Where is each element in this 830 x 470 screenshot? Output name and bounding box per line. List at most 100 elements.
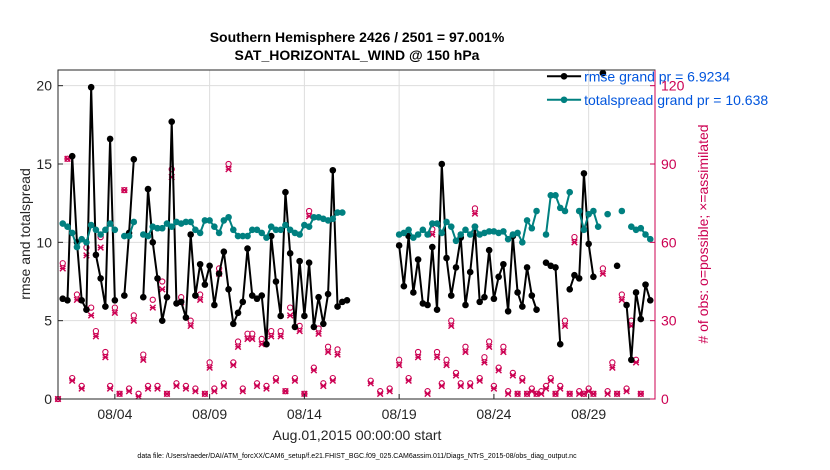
obs-assimilated-marker (192, 387, 199, 395)
obs-assimilated-marker (509, 372, 517, 379)
obs-assimilated-marker (310, 366, 318, 374)
rmse-point (329, 166, 337, 174)
y-right-tick-label: 60 (661, 234, 677, 250)
rmse-point (144, 185, 152, 193)
obs-assimilated-marker (618, 296, 626, 304)
rmse-point (514, 289, 521, 296)
obs-assimilated-marker (485, 343, 493, 351)
totalspread-point (585, 210, 592, 218)
x-tick-label: 08/19 (382, 406, 417, 422)
rmse-point (102, 303, 109, 310)
totalspread-point (575, 207, 583, 215)
obs-assimilated-marker (395, 361, 403, 369)
obs-assimilated-marker (561, 322, 569, 330)
totalspread-point (310, 213, 318, 221)
rmse-point (87, 83, 95, 91)
totalspread-point (239, 232, 247, 240)
totalspread-point (87, 221, 95, 229)
y-axis-right-label: # of obs: o=possible; ×=assimilated (695, 124, 711, 343)
totalspread-point (215, 229, 223, 237)
obs-assimilated-marker (613, 390, 621, 398)
obs-assimilated-marker (443, 361, 450, 369)
obs-possible-marker (92, 327, 100, 335)
obs-assimilated-marker (552, 390, 559, 398)
obs-assimilated-marker (571, 239, 578, 246)
totalspread-point (523, 217, 531, 224)
rmse-point (462, 301, 469, 309)
obs-possible-marker (571, 233, 578, 241)
totalspread-point (121, 232, 128, 240)
totalspread-point (144, 232, 152, 240)
obs-assimilated-marker (452, 372, 460, 379)
rmse-point (519, 303, 526, 310)
obs-assimilated-marker (376, 390, 384, 398)
obs-assimilated-marker (457, 382, 465, 390)
y-right-tick-label: 90 (661, 156, 677, 172)
totalspread-point (163, 220, 171, 227)
obs-assimilated-marker (102, 353, 109, 361)
legend: rmse grand pr = 6.9234 totalspread grand … (546, 68, 768, 108)
totalspread-point (438, 229, 446, 237)
obs-assimilated-marker (173, 382, 180, 390)
totalspread-point (542, 231, 550, 238)
obs-assimilated-marker (604, 390, 611, 398)
rmse-point (163, 293, 171, 301)
totalspread-point (447, 223, 455, 230)
y-left-tick-label: 5 (44, 313, 52, 329)
rmse-point (334, 303, 341, 310)
rmse-point (646, 297, 654, 304)
rmse-point (310, 323, 318, 331)
rmse-point (443, 254, 450, 262)
y-left-tick-label: 10 (36, 234, 52, 250)
totalspread-point (504, 235, 512, 243)
rmse-line (62, 87, 116, 311)
y-left-tick-label: 0 (44, 391, 52, 407)
obs-assimilated-marker (500, 348, 507, 356)
rmse-point (83, 306, 90, 314)
totalspread-point (130, 218, 138, 226)
obs-possible-marker (140, 351, 147, 358)
totalspread-point (500, 228, 507, 235)
totalspread-point (230, 226, 237, 234)
data-file-footer: data file: /Users/raeder/DAI/ATM_forcXX/… (137, 453, 577, 460)
obs-assimilated-marker (315, 330, 322, 338)
rmse-point (158, 317, 166, 324)
totalspread-point (433, 220, 441, 227)
rmse-point (504, 307, 512, 315)
totalspread-point (168, 223, 176, 230)
rmse-point (139, 293, 147, 301)
obs-possible-marker (395, 356, 403, 363)
axes: 08/04 08/09 08/14 08/19 08/24 08/29 0 5 10 15 20 0 3… (36, 70, 685, 422)
totalspread-point (211, 223, 218, 230)
rmse-point (277, 312, 284, 320)
rmse-legend-label: rmse grand pr = 6.9234 (584, 68, 730, 84)
totalspread-point (419, 226, 427, 234)
obs-assimilated-marker (556, 385, 564, 392)
obs-assimilated-marker (566, 390, 574, 398)
obs-possible-marker (102, 348, 109, 356)
obs-assimilated-marker (533, 390, 540, 398)
obs-assimilated-marker (495, 366, 502, 374)
obs-assimilated-marker (575, 390, 583, 398)
rmse-point (272, 278, 280, 285)
y-right-tick-label: 30 (661, 313, 677, 329)
totalspread-point (466, 231, 474, 238)
obs-assimilated-marker (225, 165, 232, 173)
rmse-point (410, 289, 417, 296)
rmse-point (315, 293, 322, 301)
rmse-point (64, 297, 71, 304)
obs-possible-marker (448, 317, 455, 324)
obs-assimilated-marker (599, 270, 607, 277)
totalspread-point (519, 239, 526, 246)
totalspread-point (277, 226, 284, 234)
rmse-point (452, 264, 460, 271)
rmse-point (168, 118, 176, 125)
totalspread-point (267, 223, 275, 230)
rmse-point (542, 259, 550, 267)
totalspread-point (462, 226, 469, 234)
x-tick-label: 08/04 (97, 406, 132, 422)
rmse-point (590, 273, 597, 281)
obs-possible-marker (234, 338, 242, 345)
rmse-point (481, 293, 488, 301)
rmse-point (324, 290, 332, 298)
